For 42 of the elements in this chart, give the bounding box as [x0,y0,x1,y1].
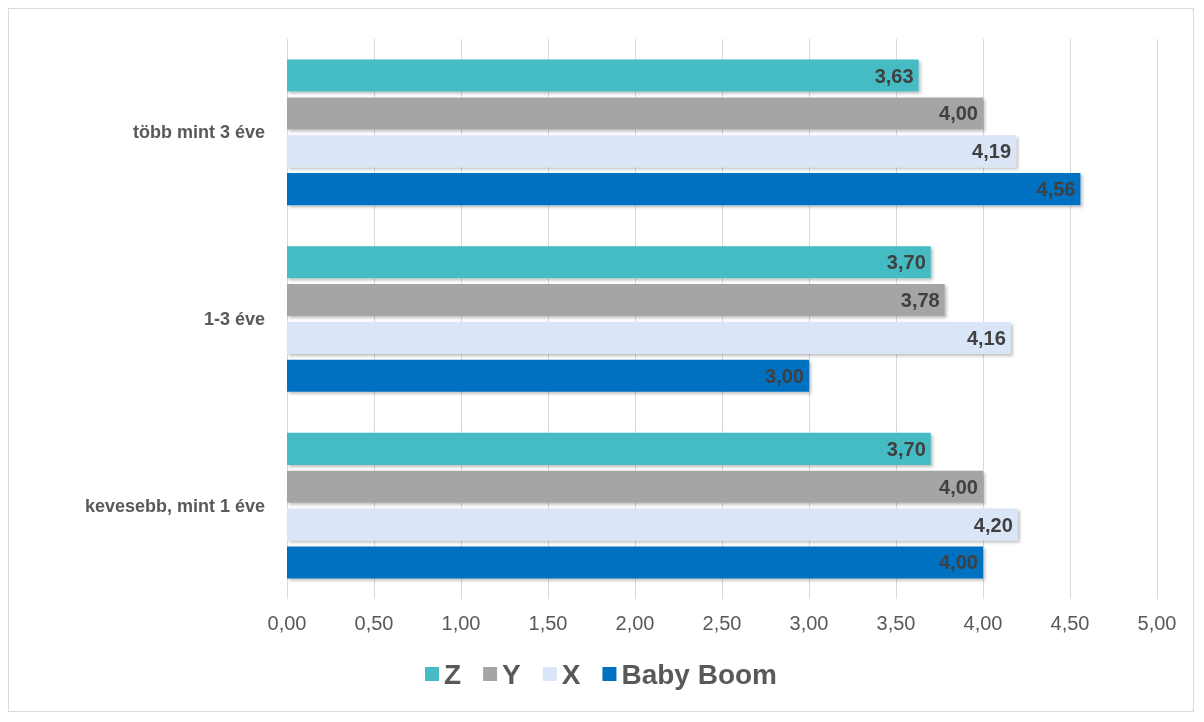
bar [287,432,931,465]
legend-label: X [561,658,581,690]
data-label: 4,00 [939,102,978,125]
bar [287,246,931,279]
data-label: 4,00 [939,475,978,498]
data-label: 4,56 [1036,178,1076,201]
x-tick-label: 0,50 [354,612,394,634]
bar [287,173,1081,206]
x-tick-label: 3,00 [789,612,829,634]
data-label: 4,20 [973,513,1013,536]
data-label: 3,70 [886,437,926,460]
x-tick-label: 1,50 [528,612,568,634]
legend-label: Baby Boom [621,658,778,690]
data-label: 4,19 [972,140,1012,163]
data-label: 3,70 [886,251,926,274]
x-tick-label: 3,50 [876,612,916,634]
x-tick-label: 0,00 [267,612,307,634]
bar [287,470,983,503]
bar [287,359,809,392]
x-tick-label: 4,50 [1050,612,1090,634]
x-tick-label: 1,00 [441,612,481,634]
bar [287,284,945,317]
bar [287,546,983,579]
data-label: 3,63 [874,64,914,87]
bar [287,508,1018,541]
x-tick-label: 2,00 [615,612,655,634]
bar [287,135,1017,168]
data-label: 4,16 [966,326,1006,349]
data-label: 3,78 [900,289,940,312]
legend-label: Y [502,658,522,690]
bar [287,97,983,130]
legend-label: Z [443,658,462,690]
y-tick-label: több mint 3 éve [132,122,265,143]
y-tick-label: 1-3 éve [203,309,265,329]
x-tick-label: 2,50 [702,612,742,634]
x-tick-label: 4,00 [963,612,1003,634]
data-label: 3,00 [765,364,804,387]
x-tick-label: 5,00 [1137,612,1177,634]
data-label: 4,00 [939,551,978,574]
y-tick-label: kevesebb, mint 1 éve [84,495,265,516]
bar [287,59,919,92]
bar [287,321,1011,354]
